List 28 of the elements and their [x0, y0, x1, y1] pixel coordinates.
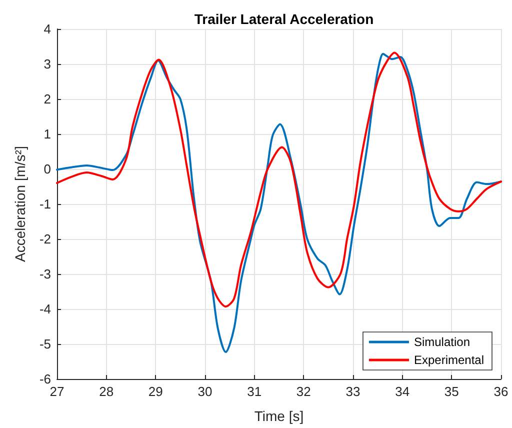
y-tick-label: -5 [39, 336, 51, 352]
y-tick-label: 1 [44, 126, 51, 142]
y-tick-label: -2 [39, 232, 51, 246]
y-tick-label: -3 [39, 266, 51, 282]
y-tick-label: 4 [44, 22, 51, 36]
x-tick-label: 28 [99, 384, 114, 399]
x-tick-label: 36 [494, 384, 508, 399]
x-tick-label: 31 [247, 384, 262, 399]
legend-label: Experimental [414, 353, 484, 367]
y-tick-label: 2 [44, 92, 51, 106]
y-tick-label: -6 [39, 372, 51, 386]
legend-label: Simulation [414, 335, 470, 349]
y-tick-label: 0 [44, 162, 51, 176]
chart-title: Trailer Lateral Acceleration [194, 11, 374, 27]
line-series [56, 52, 502, 354]
line-series [56, 52, 502, 308]
x-axis-title: Time [s] [254, 408, 304, 424]
y-axis-title: Acceleration [m/s²] [12, 146, 28, 262]
x-tick-label: 30 [198, 384, 212, 399]
x-tick-label: 27 [50, 384, 64, 399]
x-tick-label: 32 [296, 384, 311, 399]
x-tick-label: 34 [395, 384, 410, 399]
x-tick-label: 35 [444, 384, 459, 399]
y-tick-label: -1 [39, 196, 51, 212]
y-tick-label: -4 [39, 302, 51, 316]
x-tick-label: 29 [148, 384, 163, 399]
x-tick-label: 33 [346, 384, 360, 399]
y-tick-label: 3 [44, 56, 51, 72]
